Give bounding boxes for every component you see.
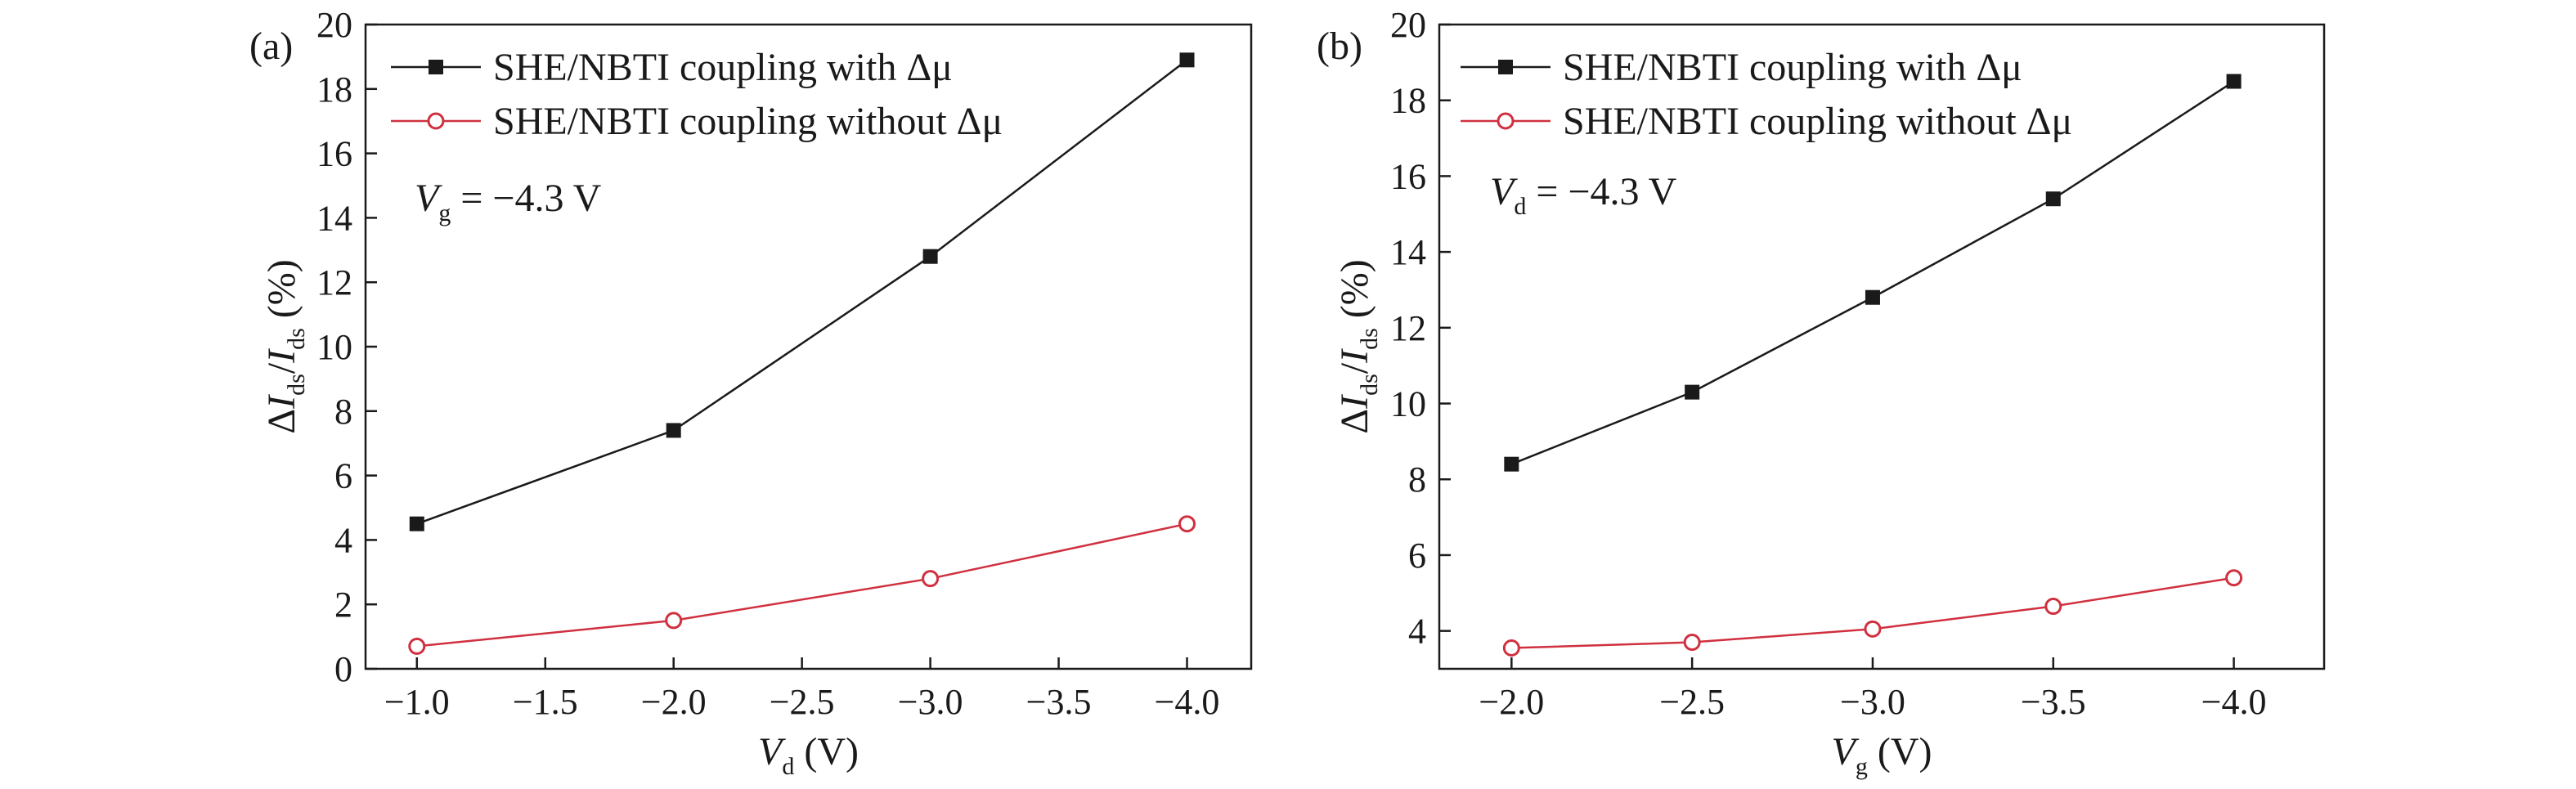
x-tick-label: −3.5 <box>2021 682 2086 722</box>
legend-marker-circle <box>1497 112 1515 130</box>
y-axis-title: ΔIds/Ids (%) <box>260 259 310 434</box>
y-axis-symbol: I <box>260 394 303 410</box>
data-point-circle <box>1502 639 1520 657</box>
y-tick-label: 20 <box>316 5 352 45</box>
condition-annotation: Vg = −4.3 V <box>415 177 602 226</box>
y-tick-label: 16 <box>1390 156 1426 196</box>
x-axis-unit: (V) <box>1868 730 1932 773</box>
data-point-circle <box>665 612 683 630</box>
x-tick-label: −1.5 <box>513 682 578 722</box>
y-tick-label: 6 <box>334 456 352 496</box>
y-tick-label: 14 <box>316 198 352 238</box>
panel-b: −2.0 −2.5 −3.0 −3.5 −4.0 4 6 8 10 12 14 16 18 20 SHE/N… <box>1317 5 2326 780</box>
data-point-square <box>2045 191 2061 207</box>
y-axis-subscript: ds <box>1356 328 1383 350</box>
x-tick-label: −2.5 <box>770 682 835 722</box>
y-tick-label: 4 <box>1408 612 1426 652</box>
y-tick-label: 6 <box>1408 536 1426 576</box>
y-axis-unit: (%) <box>260 259 303 328</box>
panel-label: (a) <box>249 25 293 68</box>
x-axis-title: Vg (V) <box>1832 730 1932 780</box>
y-tick-label: 0 <box>334 649 352 689</box>
y-axis-unit: (%) <box>1333 259 1376 328</box>
y-axis-delta: Δ <box>1333 409 1376 434</box>
data-point-square <box>2226 74 2242 89</box>
y-axis-symbol: I <box>260 348 303 364</box>
x-tick-label: −2.0 <box>1479 682 1544 722</box>
legend-label: SHE/NBTI coupling with Δμ <box>1563 46 2022 89</box>
x-axis-symbol: V <box>1832 730 1860 773</box>
condition-value: = −4.3 V <box>1526 170 1676 213</box>
y-tick-label: 16 <box>316 134 352 174</box>
data-point-square <box>666 423 681 438</box>
x-tick-label: −4.0 <box>2201 682 2267 722</box>
y-tick-label: 18 <box>1390 81 1426 121</box>
y-axis-subscript: ds <box>283 328 310 350</box>
x-tick-label: −2.5 <box>1659 682 1725 722</box>
data-point-circle <box>1178 515 1196 533</box>
y-tick-label: 20 <box>1390 5 1426 45</box>
data-point-circle <box>922 570 940 588</box>
data-point-circle <box>2225 569 2243 587</box>
y-axis-delta: Δ <box>260 409 303 434</box>
x-tick-label: −2.0 <box>641 682 707 722</box>
condition-symbol: V <box>1490 170 1518 213</box>
panel-a: −1.0 −1.5 −2.0 −2.5 −3.0 −3.5 −4.0 0 2 4 6 8 10 12 14 1… <box>249 5 1253 780</box>
y-axis-title: ΔIds/Ids (%) <box>1333 259 1383 434</box>
y-tick-label: 12 <box>1390 308 1426 348</box>
data-point-circle <box>1864 620 1882 638</box>
condition-subscript: d <box>1514 193 1526 220</box>
x-tick-label: −3.5 <box>1026 682 1092 722</box>
condition-subscript: g <box>438 199 451 226</box>
y-tick-label: 8 <box>334 392 352 432</box>
panel-label: (b) <box>1317 25 1362 68</box>
legend-marker-square <box>429 60 443 74</box>
legend-label: SHE/NBTI coupling without Δμ <box>493 100 1003 143</box>
y-tick-label: 14 <box>1390 232 1426 272</box>
y-tick-label: 10 <box>1390 384 1426 424</box>
condition-value: = −4.3 V <box>451 177 601 220</box>
x-tick-label: −4.0 <box>1155 682 1220 722</box>
y-axis-slash: / <box>260 362 303 374</box>
x-tick-label: −3.0 <box>898 682 963 722</box>
y-axis-symbol: I <box>1333 394 1376 410</box>
data-point-square <box>1865 289 1880 305</box>
y-axis-subscript: ds <box>283 374 310 396</box>
data-point-circle <box>2044 598 2062 616</box>
x-axis-unit: (V) <box>794 730 859 773</box>
condition-symbol: V <box>415 177 442 220</box>
x-axis-subscript: g <box>1856 753 1868 780</box>
condition-annotation: Vd = −4.3 V <box>1490 170 1677 220</box>
legend-marker-square <box>1498 60 1513 74</box>
x-tick-label: −3.0 <box>1840 682 1905 722</box>
y-tick-label: 2 <box>334 585 352 625</box>
data-point-square <box>1504 456 1519 472</box>
series-line <box>416 59 1188 525</box>
legend-marker-circle <box>427 112 445 130</box>
data-point-circle <box>1683 634 1701 652</box>
y-tick-label: 10 <box>316 327 352 367</box>
x-axis-title: Vd (V) <box>758 730 859 780</box>
y-tick-label: 18 <box>316 69 352 110</box>
y-axis-symbol: I <box>1333 348 1376 364</box>
data-point-square <box>409 516 424 531</box>
data-point-square <box>1179 52 1195 68</box>
x-axis-subscript: d <box>782 753 794 780</box>
x-tick-label: −1.0 <box>384 682 450 722</box>
x-axis-symbol: V <box>758 730 786 773</box>
data-point-square <box>922 249 938 264</box>
data-point-square <box>1685 384 1700 400</box>
y-tick-label: 4 <box>334 520 352 560</box>
plot-frame <box>1438 23 2326 670</box>
legend-label: SHE/NBTI coupling without Δμ <box>1563 100 2072 143</box>
y-tick-label: 12 <box>316 262 352 303</box>
y-tick-label: 8 <box>1408 460 1426 500</box>
y-axis-subscript: ds <box>1356 374 1383 396</box>
data-point-circle <box>408 637 426 655</box>
y-axis-slash: / <box>1333 362 1376 374</box>
legend-label: SHE/NBTI coupling with Δμ <box>493 46 953 89</box>
series-line <box>416 522 1187 648</box>
